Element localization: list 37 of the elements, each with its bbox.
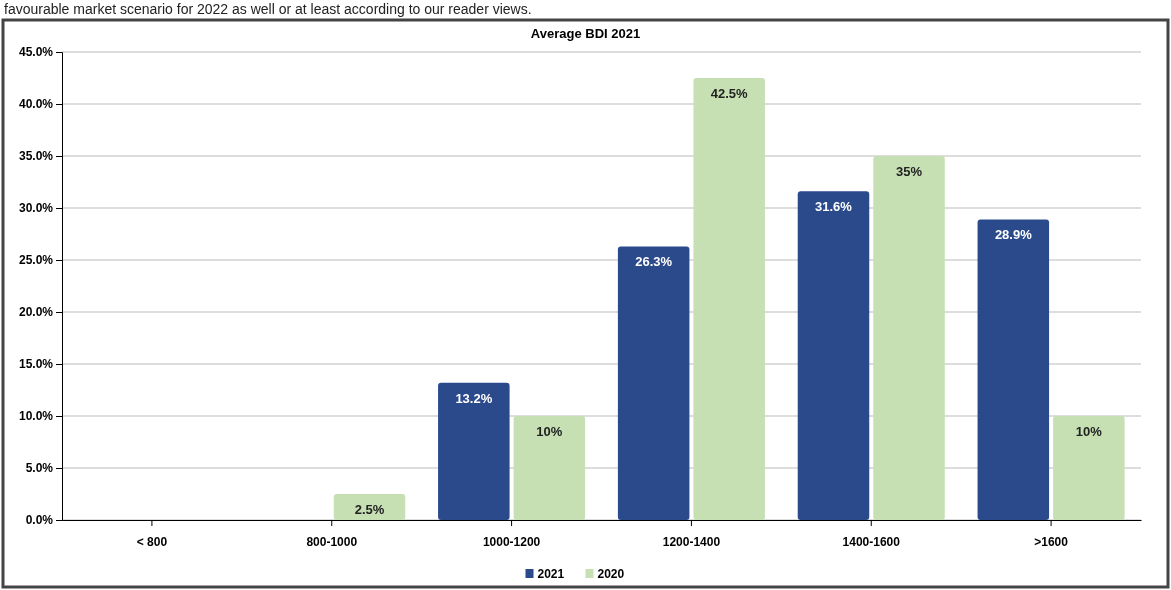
bar [977,219,1050,520]
bar [513,416,586,520]
legend-label: 2021 [537,567,565,581]
y-tick-label: 20.0% [18,305,54,320]
y-tick-label: 25.0% [18,253,54,268]
data-label: 28.9% [994,227,1033,243]
x-tick-label: 1000-1200 [482,534,541,549]
data-label: 10% [536,424,563,439]
x-tick-label: 1200-1400 [662,534,721,549]
bar [438,382,510,520]
y-tick-label: 15.0% [18,357,54,372]
data-label: 42.5% [710,86,749,101]
y-tick-label: 0.0% [25,513,54,528]
x-tick-label: 800-1000 [306,534,358,549]
bar [797,191,870,520]
x-tick-label: < 800 [136,534,168,549]
bar [693,78,765,520]
x-tick-label: >1600 [1034,534,1069,549]
y-tick-label: 40.0% [18,97,54,112]
data-label: 13.2% [455,390,493,406]
bar [617,246,690,520]
legend-label: 2020 [597,567,625,581]
data-label: 2.5% [354,502,385,517]
bar [873,156,945,520]
text: favourable market scenario for 2022 as well or at least according to our reader views. [4,1,532,17]
bar [1053,416,1125,520]
y-tick-label: 30.0% [18,201,54,216]
y-tick-label: 5.0% [25,461,54,476]
y-tick-label: 45.0% [18,45,54,60]
y-tick-label: 10.0% [18,409,54,424]
data-label: 26.3% [635,254,673,270]
x-tick-label: 1400-1600 [842,534,901,549]
data-label: 35% [896,164,923,179]
y-tick-label: 35.0% [18,149,54,164]
data-label: 31.6% [815,199,853,215]
chart-title: Average BDI 2021 [530,26,641,41]
data-label: 10% [1075,424,1103,439]
